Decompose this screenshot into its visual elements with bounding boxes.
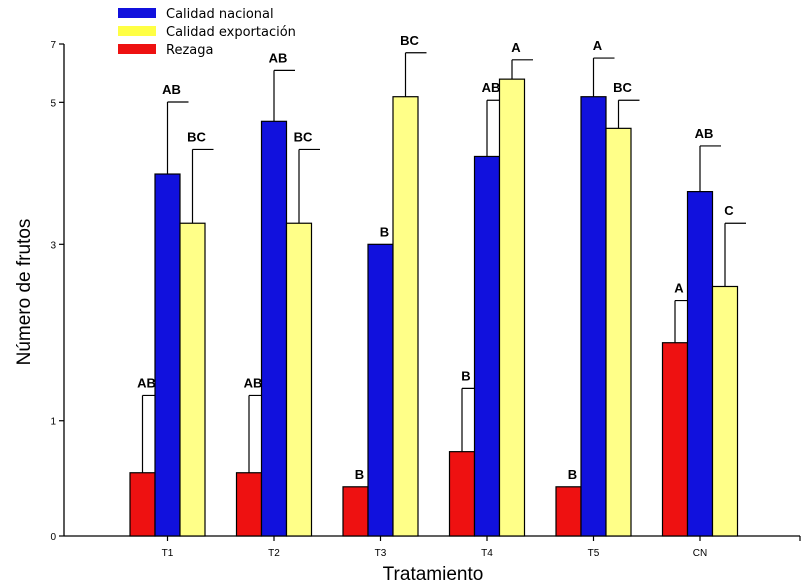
bar-calidad-nacional: [367, 243, 394, 537]
x-tick-label: T5: [588, 548, 600, 559]
x-tick-label: T4: [481, 548, 493, 559]
bars: AB AB B B B A AB AB B AB A AB BC BC BC A BC C: [129, 33, 746, 537]
significance-label: C: [724, 203, 734, 218]
bar-calidad-exportación: [498, 78, 526, 537]
x-tick-label: T2: [268, 548, 280, 559]
significance-label: B: [568, 467, 577, 482]
significance-label: B: [355, 467, 364, 482]
significance-label: AB: [695, 126, 714, 141]
bar-calidad-exportación: [392, 96, 419, 537]
significance-label: AB: [137, 375, 156, 390]
significance-label: BC: [613, 80, 632, 95]
x-axis-title: Tratamiento: [383, 564, 484, 585]
significance-label: AB: [244, 375, 263, 390]
significance-label: B: [380, 224, 389, 239]
y-tick-label: 5: [50, 98, 56, 109]
y-axis-title: Número de frutos: [14, 219, 35, 366]
y-tick-label: 3: [50, 240, 56, 251]
bar-rezaga: [129, 472, 156, 537]
significance-label: AB: [162, 82, 181, 97]
bar-calidad-nacional: [580, 96, 607, 537]
legend-label-calidad-exportacion: Calidad exportación: [166, 25, 296, 40]
bar-calidad-nacional: [260, 120, 288, 537]
legend-swatch-calidad-nacional: [118, 8, 156, 18]
x-tick-label: T1: [162, 548, 174, 559]
y-tick-label: 1: [50, 417, 56, 428]
bar-rezaga: [342, 486, 369, 537]
legend-swatch-rezaga: [118, 44, 156, 54]
significance-label: BC: [294, 129, 313, 144]
bar-rezaga: [235, 472, 263, 537]
x-tick-label: CN: [693, 548, 707, 559]
significance-label: BC: [187, 129, 206, 144]
legend: Calidad nacional Calidad exportación Rez…: [118, 7, 296, 58]
bar-calidad-exportación: [605, 127, 632, 537]
bar-rezaga: [555, 486, 582, 537]
significance-label: AB: [269, 50, 288, 65]
y-tick-label: 7: [50, 40, 56, 51]
bar-calidad-exportación: [711, 285, 739, 537]
significance-label: A: [593, 38, 603, 53]
bar-calidad-exportación: [285, 222, 313, 537]
significance-label: BC: [400, 33, 419, 48]
y-tick-label: 0: [50, 532, 56, 543]
bar-calidad-nacional: [686, 191, 714, 537]
legend-label-rezaga: Rezaga: [166, 43, 213, 58]
x-tick-label: T3: [375, 548, 387, 559]
significance-label: A: [674, 281, 684, 296]
significance-label: A: [511, 40, 521, 55]
bar-rezaga: [661, 342, 689, 537]
significance-label: B: [461, 368, 470, 383]
bar-rezaga: [448, 451, 476, 537]
legend-swatch-calidad-exportacion: [118, 26, 156, 36]
significance-label: AB: [482, 80, 501, 95]
bar-calidad-exportación: [179, 222, 206, 537]
bar-calidad-nacional: [154, 173, 181, 537]
legend-label-calidad-nacional: Calidad nacional: [166, 7, 274, 22]
bar-calidad-nacional: [473, 155, 501, 537]
